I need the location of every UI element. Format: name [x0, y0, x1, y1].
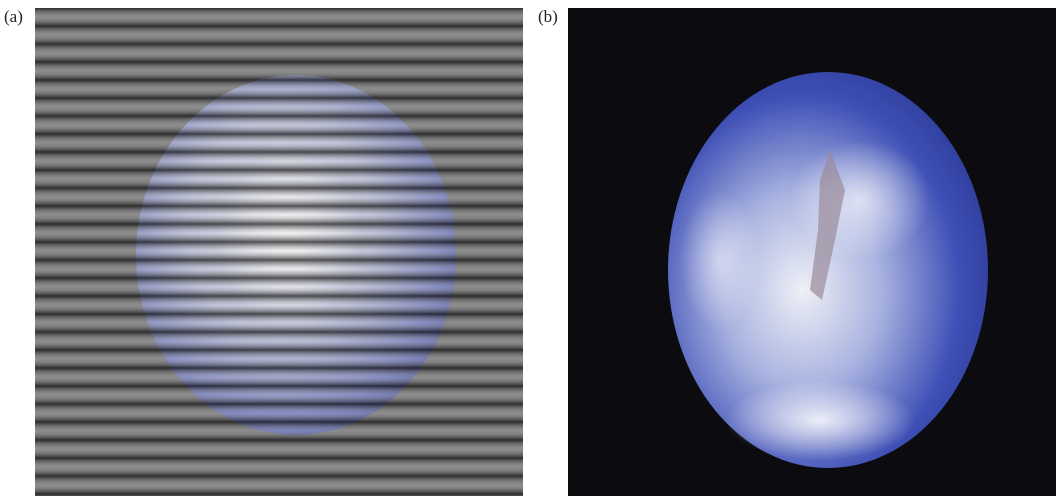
cloud [790, 140, 930, 260]
cloud [680, 190, 760, 330]
cloud [725, 380, 915, 460]
panel-label: (a) [4, 7, 23, 26]
earth-image [568, 8, 1056, 496]
panel-label: (b) [538, 7, 558, 26]
figure: (a) (b) [0, 0, 1056, 496]
stripes [35, 8, 523, 496]
page: (a) (b) (() => { const data = JSON.parse… [0, 0, 1056, 496]
striped-earth-image [35, 8, 523, 496]
